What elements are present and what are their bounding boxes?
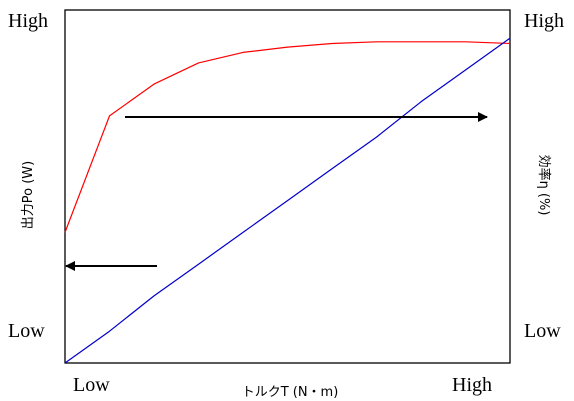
series-layer — [64, 37, 511, 364]
plot-frame — [64, 9, 511, 364]
x-axis-label: トルクT (N・m) — [242, 385, 339, 400]
y-left-axis-label: 出力Po (W) — [21, 161, 36, 229]
y-left-tick-low: Low — [8, 320, 45, 342]
y-right-tick-high: High — [524, 10, 564, 32]
x-tick-low: Low — [73, 374, 110, 396]
series-efficiency — [64, 41, 511, 233]
y-right-axis-label: 効率η (%) — [536, 155, 552, 216]
series-output — [64, 37, 511, 364]
y-left-tick-high: High — [8, 10, 48, 32]
y-right-tick-low: Low — [524, 320, 561, 342]
x-tick-high: High — [452, 374, 492, 396]
